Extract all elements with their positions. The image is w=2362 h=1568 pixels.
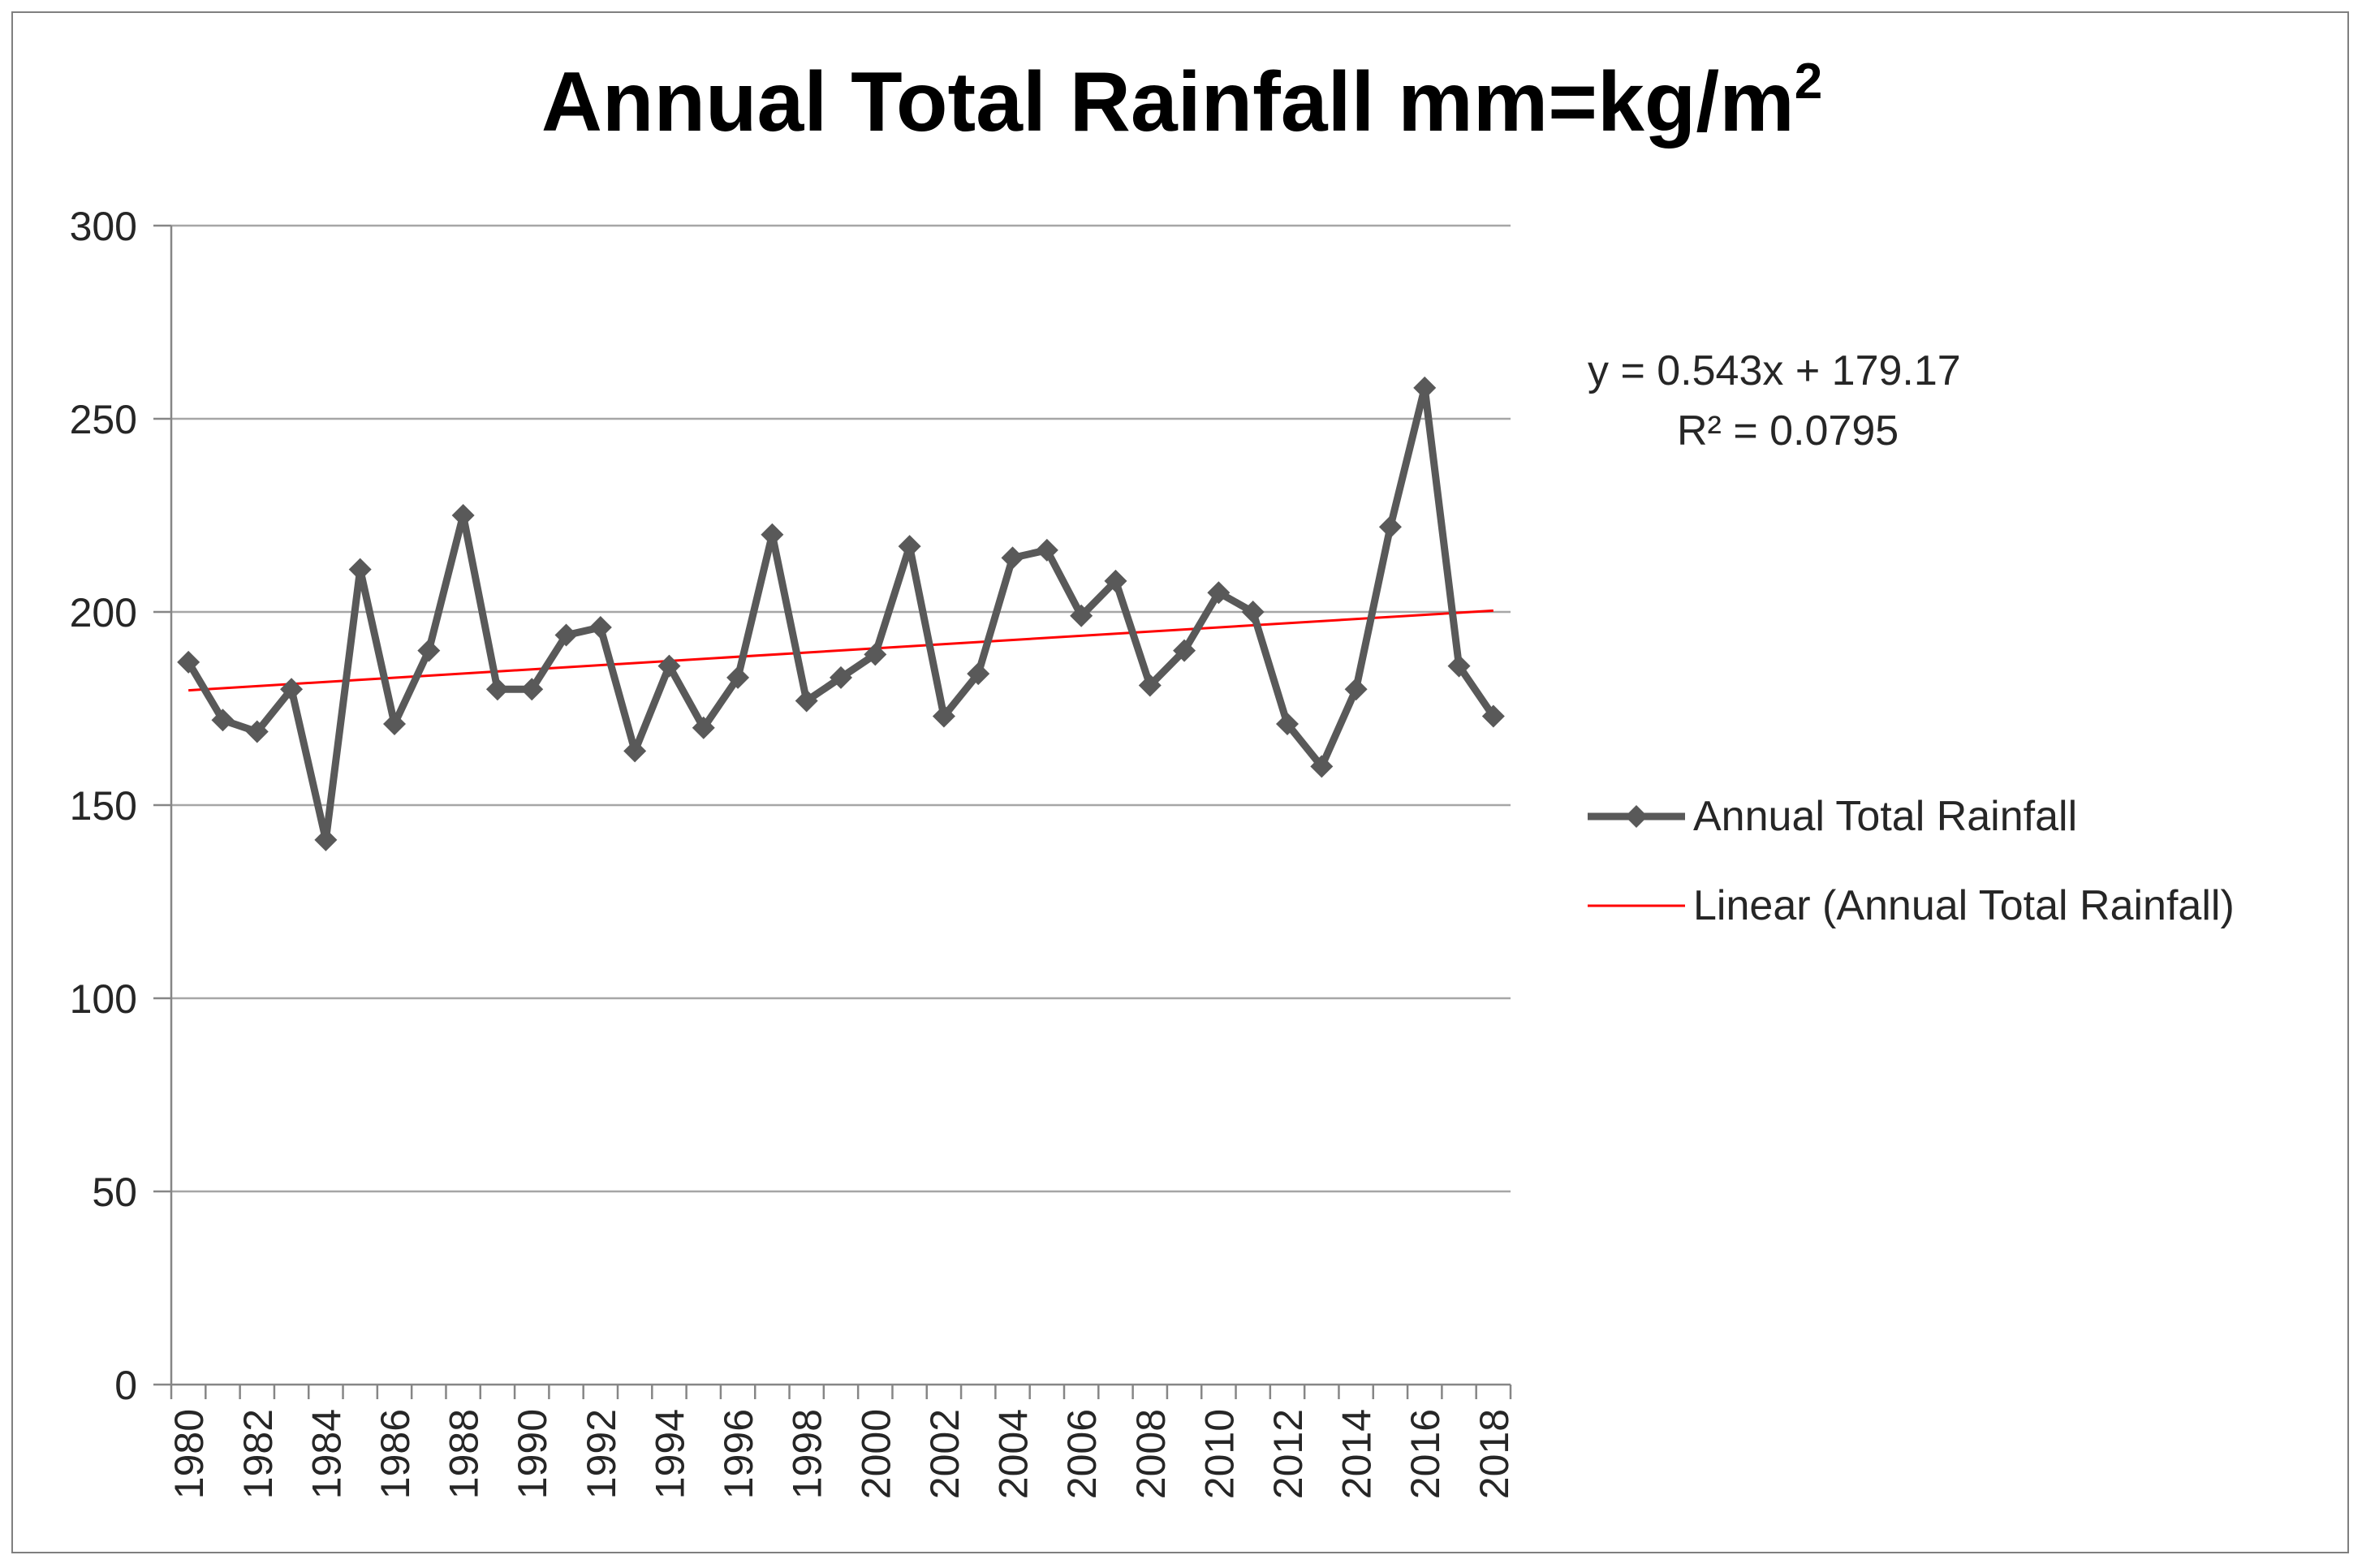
data-point [417,639,441,662]
chart-frame: Annual Total Rainfall mm=kg/m2 0 50 100 150… [11,11,2349,1553]
x-tick-label: 2000 [853,1409,899,1499]
data-point [280,678,304,701]
data-point [932,704,955,728]
legend-series-marker [1625,805,1648,828]
x-tick-label: 1984 [304,1409,349,1499]
data-point [1104,569,1127,592]
data-point [588,616,612,640]
x-tick-label: 2008 [1128,1409,1174,1499]
data-point [1344,678,1368,701]
data-point [554,623,578,647]
series-line-annual-total-rainfall [185,384,1497,844]
annotation-layer: y = 0.543x + 179.17 R² = 0.0795 [1588,347,1961,454]
legend: Annual Total Rainfall Linear (Annual Tot… [1588,793,2235,929]
grid-layer [171,224,1511,1193]
data-point [795,689,818,713]
data-point [383,713,406,736]
legend-trend-label: Linear (Annual Total Rainfall) [1693,882,2235,929]
y-tick-label: 0 [114,1363,137,1408]
data-point [1413,376,1437,399]
data-point [314,828,338,851]
data-point [348,558,372,581]
data-point [520,678,544,701]
x-tick-label: 2012 [1265,1409,1311,1499]
data-point [1001,546,1024,570]
x-tick-label: 1980 [166,1409,212,1499]
x-tick-label: 2014 [1334,1409,1380,1499]
data-point [1310,755,1334,778]
x-tick-label: 1982 [235,1409,281,1499]
series-layer [177,376,1505,851]
x-tick-label: 1998 [785,1409,830,1499]
data-point [692,716,715,739]
data-point [967,662,990,686]
chart-svg: Annual Total Rainfall mm=kg/m2 0 50 100 150… [70,54,2235,1499]
y-tick-label: 100 [70,976,137,1022]
data-point [1138,674,1162,697]
y-tick-label: 50 [92,1170,137,1215]
y-tick-label: 250 [70,397,137,442]
legend-series-label: Annual Total Rainfall [1693,793,2077,840]
x-tick-label: 2016 [1403,1409,1448,1499]
chart-title-main: Annual Total Rainfall mm=kg/m [541,55,1795,149]
data-point [623,739,647,763]
trend-layer [188,609,1493,692]
x-tick-label: 1994 [647,1409,692,1499]
data-point [657,654,681,678]
y-tick-label: 300 [70,204,137,249]
chart-title-superscript: 2 [1795,54,1822,110]
x-tick-label: 2010 [1196,1409,1242,1499]
data-point [864,643,887,666]
data-point [830,666,852,689]
data-point [1481,704,1505,728]
x-tick-label: 2002 [922,1409,968,1499]
data-point [761,523,784,546]
data-point [211,709,235,732]
data-point [1447,654,1471,678]
x-tick-label: 2004 [991,1409,1037,1499]
trendline [188,609,1493,692]
x-tick-label: 1992 [579,1409,624,1499]
y-tick-label: 150 [70,783,137,829]
y-tick-label: 200 [70,590,137,635]
data-point [451,504,475,527]
data-point [1070,604,1093,627]
data-point [1035,538,1058,562]
data-point [898,535,921,558]
r-squared-label: R² = 0.0795 [1677,407,1899,454]
data-point [1378,515,1402,539]
data-point [1241,601,1265,623]
x-tick-label: 1990 [510,1409,555,1499]
x-tick-label: 2006 [1059,1409,1105,1499]
data-point [1207,581,1231,605]
trendline-equation: y = 0.543x + 179.17 [1588,347,1961,394]
data-point [485,678,509,701]
data-point [245,720,269,743]
axis-layer [153,224,1512,1399]
data-point [726,666,750,689]
x-tick-label: 1986 [373,1409,418,1499]
data-point [1276,713,1299,736]
label-layer: 0 50 100 150 200 250 300 1980 1982 1984 1986 1988 19… [70,204,1517,1499]
x-tick-label: 2018 [1472,1409,1517,1499]
x-tick-label: 1996 [716,1409,761,1499]
chart-title: Annual Total Rainfall mm=kg/m2 [541,54,1822,149]
data-point [1173,639,1196,662]
x-tick-label: 1988 [442,1409,487,1499]
data-point [177,650,200,674]
